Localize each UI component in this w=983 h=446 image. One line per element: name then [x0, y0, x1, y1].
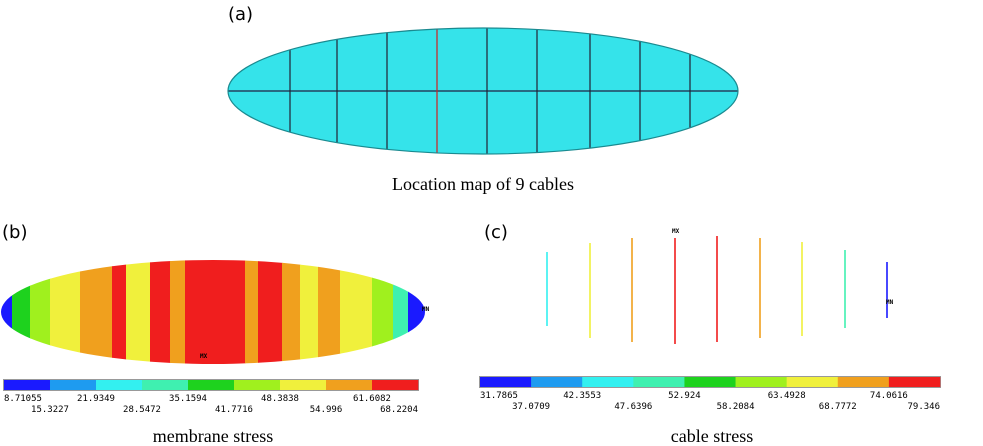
stripe [340, 260, 373, 364]
panel-label: (b) [2, 222, 27, 243]
colorbar-segment [372, 380, 419, 390]
min-marker: MN [886, 299, 894, 306]
colorbar-label: 68.2204 [380, 405, 418, 415]
colorbar-segment [4, 380, 51, 390]
caption: cable stress [671, 426, 753, 446]
caption: membrane stress [153, 426, 273, 446]
stripe [372, 260, 394, 364]
colorbar-segment [142, 380, 189, 390]
stripe [408, 260, 425, 364]
stripe [318, 260, 341, 364]
colorbar-label: 42.3553 [563, 391, 601, 401]
colorbar-label: 31.7865 [480, 391, 518, 401]
outline [227, 27, 739, 155]
stripe [300, 260, 319, 364]
colorbar-label: 8.71055 [4, 394, 42, 404]
colorbar-label: 41.7716 [215, 405, 253, 415]
stripe [12, 260, 31, 364]
colorbar-label: 74.0616 [870, 391, 908, 401]
stripe [393, 260, 409, 364]
colorbar-segment [480, 377, 532, 387]
colorbar-segment [326, 380, 373, 390]
colorbar-segment [735, 377, 787, 387]
colorbar-label: 37.0709 [512, 402, 550, 412]
colorbar-label: 79.346 [907, 402, 940, 412]
membrane-contour [1, 260, 425, 364]
stripe [258, 260, 283, 364]
min-marker: MN [422, 306, 430, 313]
colorbar-label: 54.996 [310, 405, 343, 415]
colorbar-label: 61.6082 [353, 394, 391, 404]
cable-contour [546, 236, 888, 344]
colorbar-segment [684, 377, 736, 387]
colorbar-label: 15.3227 [31, 405, 69, 415]
stripe [50, 260, 81, 364]
colorbar-segment [582, 377, 634, 387]
colorbar-segment [837, 377, 890, 387]
stripe [80, 260, 113, 364]
colorbar-label: 21.9349 [77, 394, 115, 404]
stripe [112, 260, 127, 364]
colorbar-segment [786, 377, 839, 387]
colorbar-segment [531, 377, 583, 387]
stripe [245, 260, 259, 364]
stripe [150, 260, 171, 364]
stripe [30, 260, 51, 364]
colorbar-segment [50, 380, 97, 390]
stripe [185, 260, 246, 364]
stripe [126, 260, 151, 364]
stripe [1, 260, 13, 364]
max-marker: MX [672, 228, 680, 235]
panel-label: (c) [484, 222, 508, 243]
caption: Location map of 9 cables [392, 174, 574, 194]
colorbar-segment [280, 380, 327, 390]
colorbar-segment [888, 377, 941, 387]
colorbar-label: 35.1594 [169, 394, 207, 404]
colorbar-label: 52.924 [668, 391, 701, 401]
colorbar-label: 47.6396 [614, 402, 652, 412]
max-marker: MX [200, 353, 208, 360]
colorbar-segment [188, 380, 235, 390]
colorbar-label: 63.4928 [768, 391, 806, 401]
cable-map [228, 28, 738, 154]
colorbar-label: 48.3838 [261, 394, 299, 404]
colorbar-segment [633, 377, 685, 387]
colorbar-label: 68.7772 [819, 402, 857, 412]
colorbar-label: 28.5472 [123, 405, 161, 415]
colorbar-segment [234, 380, 281, 390]
stripe [170, 260, 186, 364]
colorbar-label: 58.2084 [717, 402, 755, 412]
colorbar-segment [96, 380, 143, 390]
panel-label: (a) [228, 4, 253, 25]
stripe [282, 260, 301, 364]
